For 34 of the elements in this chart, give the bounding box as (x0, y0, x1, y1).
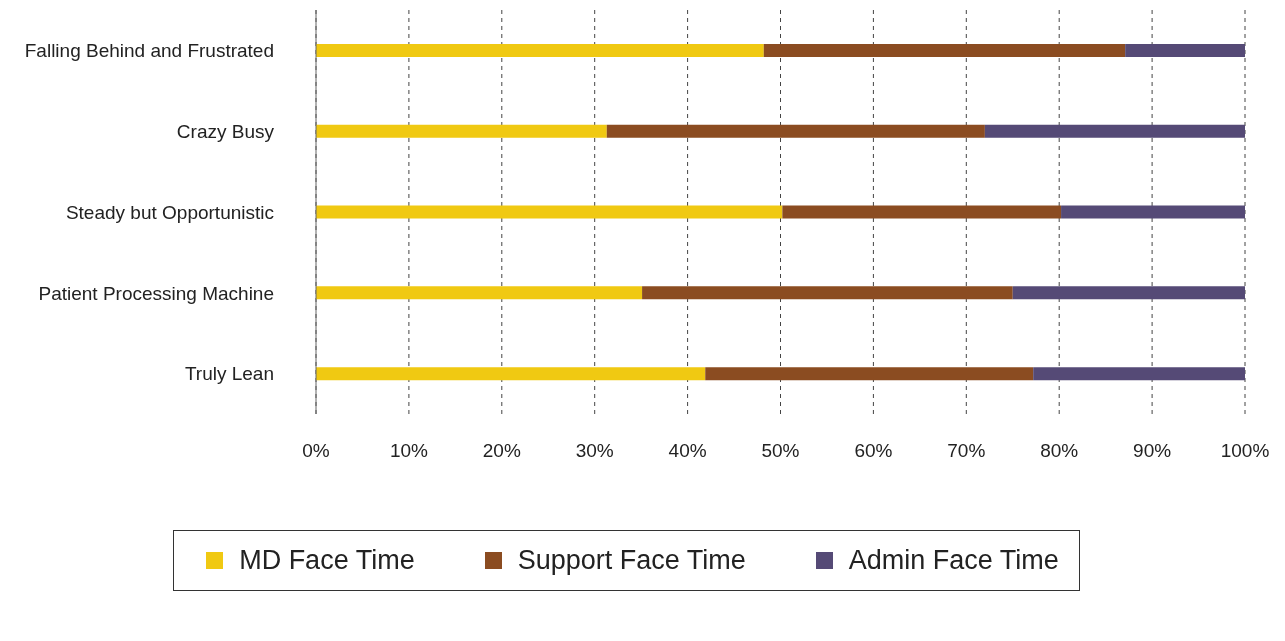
bar (782, 205, 1062, 219)
x-tick-label: 20% (482, 440, 521, 462)
x-tick-label: 40% (668, 440, 707, 462)
bar (316, 367, 706, 381)
y-tick-label: Falling Behind and Frustrated (24, 40, 274, 62)
bar (984, 124, 1245, 138)
legend-label: Admin Face Time (848, 545, 1059, 576)
y-tick-label: Steady but Opportunistic (65, 201, 274, 223)
y-tick-label: Truly Lean (184, 363, 274, 385)
bar (705, 367, 1034, 381)
x-tick-label: 100% (1220, 440, 1270, 462)
bar (316, 43, 764, 57)
y-tick-label: Patient Processing Machine (38, 282, 274, 304)
bar (763, 43, 1126, 57)
x-tick-label: 10% (389, 440, 429, 462)
bar (1061, 205, 1245, 219)
x-tick-label: 60% (854, 440, 893, 462)
bar (316, 205, 783, 219)
x-tick-label: 30% (575, 440, 614, 462)
bar (642, 286, 1013, 300)
x-tick-label: 90% (1133, 440, 1172, 462)
legend-label: Support Face Time (517, 545, 746, 576)
bar (1125, 43, 1245, 57)
bar (1033, 367, 1245, 381)
y-tick-label: Crazy Busy (176, 120, 275, 142)
x-tick-label: 0% (302, 440, 330, 462)
x-tick-label: 70% (947, 440, 986, 462)
bar (1012, 286, 1245, 300)
bar (606, 124, 985, 138)
x-tick-label: 50% (761, 440, 800, 462)
bar (316, 286, 643, 300)
x-tick-label: 80% (1040, 440, 1079, 462)
bar (316, 124, 607, 138)
legend-label: MD Face Time (239, 545, 415, 576)
